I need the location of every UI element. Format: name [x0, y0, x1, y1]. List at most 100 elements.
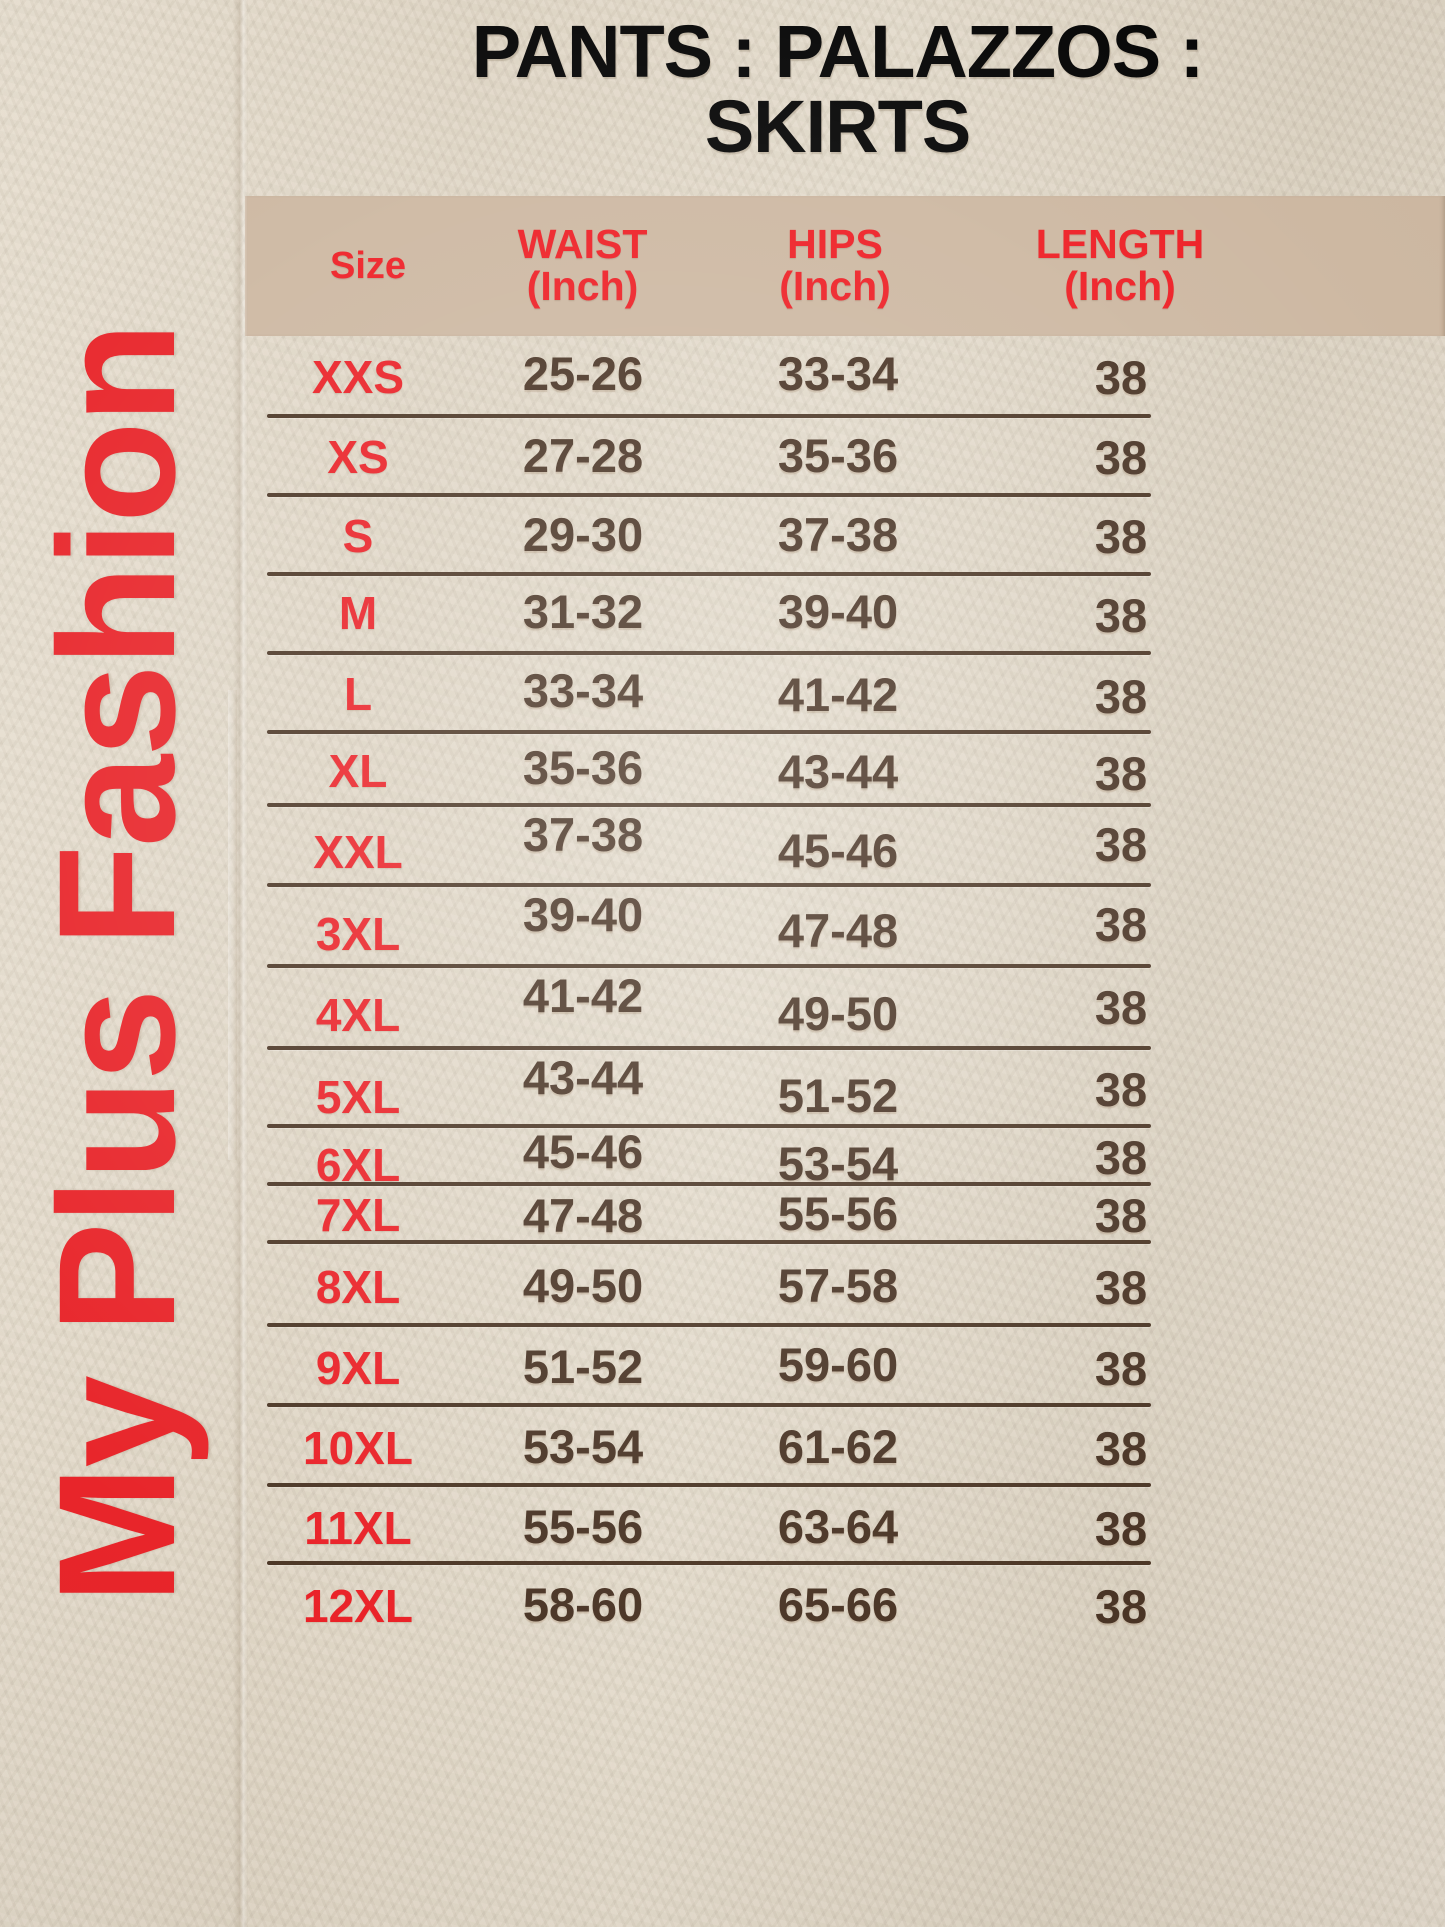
- row-divider: [267, 1561, 1151, 1565]
- column-header-waist-unit: (Inch): [526, 263, 639, 309]
- cell-size: XXL: [313, 826, 403, 878]
- column-header-waist: WAIST (Inch): [455, 196, 710, 336]
- cell-size: 7XL: [315, 1189, 401, 1241]
- cell-length: 38: [1094, 1422, 1148, 1475]
- column-header-size-label: Size: [329, 244, 407, 287]
- cell-size: 5XL: [315, 1071, 401, 1123]
- row-divider: [267, 883, 1151, 887]
- cell-waist: 31-32: [522, 585, 644, 638]
- brand-sidebar: My Plus Fashion: [0, 0, 236, 1927]
- cell-length: 38: [1094, 981, 1148, 1034]
- cell-hips: 65-66: [777, 1578, 899, 1631]
- cell-size: 6XL: [315, 1139, 401, 1191]
- cell-size: M: [338, 587, 378, 639]
- cell-size: 9XL: [315, 1342, 401, 1394]
- row-divider: [267, 730, 1151, 734]
- table-row: 11XL 55-56 63-64 38: [245, 1487, 1151, 1565]
- table-row: 3XL 39-40 47-48 38: [245, 887, 1151, 968]
- table-row: L 33-34 41-42 38: [245, 655, 1151, 734]
- cell-hips: 43-44: [777, 745, 899, 798]
- cell-length: 38: [1094, 898, 1148, 951]
- table-row: S 29-30 37-38 38: [245, 497, 1151, 576]
- row-divider: [267, 964, 1151, 968]
- cell-waist: 51-52: [522, 1340, 644, 1393]
- cell-size: 3XL: [315, 908, 401, 960]
- column-header-hips-label: HIPS: [787, 221, 883, 268]
- cell-hips: 47-48: [777, 904, 899, 957]
- cell-hips: 33-34: [777, 347, 899, 400]
- table-row: 9XL 51-52 59-60 38: [245, 1327, 1151, 1407]
- table-body: XXS 25-26 33-34 38 XS 27-28 35-36 38 S 29-30 37-38…: [245, 336, 1151, 1639]
- table-row: 6XL 45-46 53-54 38: [245, 1125, 1151, 1191]
- cell-hips: 51-52: [777, 1069, 899, 1122]
- size-chart-table: Size WAIST (Inch) HIPS (Inch) LENGTH (In…: [245, 196, 1445, 1639]
- row-divider: [267, 803, 1151, 807]
- page-title: PANTS : PALAZZOS : SKIRTS: [245, 14, 1430, 165]
- column-header-waist-label: WAIST: [517, 221, 648, 268]
- cell-waist: 25-26: [522, 347, 644, 400]
- cell-length: 38: [1094, 1342, 1148, 1395]
- row-divider: [267, 1483, 1151, 1487]
- cell-waist: 49-50: [522, 1259, 644, 1312]
- page-title-line-2: SKIRTS: [704, 85, 971, 169]
- cell-length: 38: [1094, 670, 1148, 723]
- row-divider: [267, 1182, 1151, 1186]
- table-row: 4XL 41-42 49-50 38: [245, 968, 1151, 1050]
- cell-length: 38: [1094, 351, 1148, 404]
- table-row: 7XL 47-48 55-56 38: [245, 1186, 1151, 1244]
- cell-size: 8XL: [315, 1261, 401, 1313]
- cell-size: XXS: [311, 351, 405, 403]
- table-row: 5XL 43-44 51-52 38: [245, 1050, 1151, 1128]
- cell-waist: 27-28: [522, 429, 644, 482]
- cell-waist: 53-54: [522, 1420, 644, 1473]
- cell-size: 4XL: [315, 989, 401, 1041]
- column-header-length: LENGTH (Inch): [960, 196, 1280, 336]
- table-row: XXL 37-38 45-46 38: [245, 807, 1151, 887]
- cell-size: XL: [328, 745, 388, 797]
- row-divider: [267, 1124, 1151, 1128]
- cell-size: L: [343, 668, 373, 720]
- row-divider: [267, 1046, 1151, 1050]
- table-row: 8XL 49-50 57-58 38: [245, 1244, 1151, 1327]
- cell-waist: 35-36: [522, 741, 644, 794]
- brand-name-vertical: My Plus Fashion: [25, 323, 210, 1604]
- cell-hips: 59-60: [777, 1338, 899, 1391]
- row-divider: [267, 651, 1151, 655]
- cell-size: S: [342, 510, 374, 562]
- table-row: XL 35-36 43-44 38: [245, 734, 1151, 807]
- cell-length: 38: [1094, 1189, 1148, 1242]
- table-row: 10XL 53-54 61-62 38: [245, 1407, 1151, 1487]
- cell-hips: 35-36: [777, 429, 899, 482]
- page-title-line-1: PANTS : PALAZZOS :: [471, 10, 1205, 93]
- cell-waist: 43-44: [522, 1051, 644, 1104]
- cell-waist: 45-46: [522, 1125, 644, 1178]
- cell-hips: 37-38: [777, 508, 899, 561]
- table-header-row: Size WAIST (Inch) HIPS (Inch) LENGTH (In…: [245, 196, 1445, 336]
- cell-length: 38: [1094, 589, 1148, 642]
- row-divider: [267, 414, 1151, 418]
- cell-waist: 29-30: [522, 508, 644, 561]
- column-header-length-unit: (Inch): [1064, 263, 1176, 309]
- column-header-size: Size: [283, 196, 453, 336]
- cell-size: 12XL: [303, 1580, 413, 1632]
- cell-waist: 39-40: [522, 888, 644, 941]
- cell-waist: 47-48: [522, 1189, 644, 1242]
- column-header-hips: HIPS (Inch): [710, 196, 960, 336]
- row-divider: [267, 493, 1151, 497]
- cell-length: 38: [1094, 1261, 1148, 1314]
- cell-length: 38: [1094, 818, 1148, 871]
- cell-waist: 37-38: [522, 808, 644, 861]
- cell-length: 38: [1094, 747, 1148, 800]
- cell-hips: 53-54: [777, 1137, 899, 1190]
- cell-hips: 55-56: [777, 1187, 899, 1240]
- cell-length: 38: [1094, 1063, 1148, 1116]
- row-divider: [267, 1240, 1151, 1244]
- row-divider: [267, 1323, 1151, 1327]
- cell-waist: 55-56: [522, 1500, 644, 1553]
- cell-hips: 63-64: [777, 1500, 899, 1553]
- cell-size: 11XL: [304, 1502, 412, 1554]
- cell-hips: 45-46: [777, 824, 899, 877]
- column-header-length-label: LENGTH: [1035, 221, 1205, 268]
- cell-size: XS: [327, 431, 389, 483]
- table-row: XXS 25-26 33-34 38: [245, 336, 1151, 418]
